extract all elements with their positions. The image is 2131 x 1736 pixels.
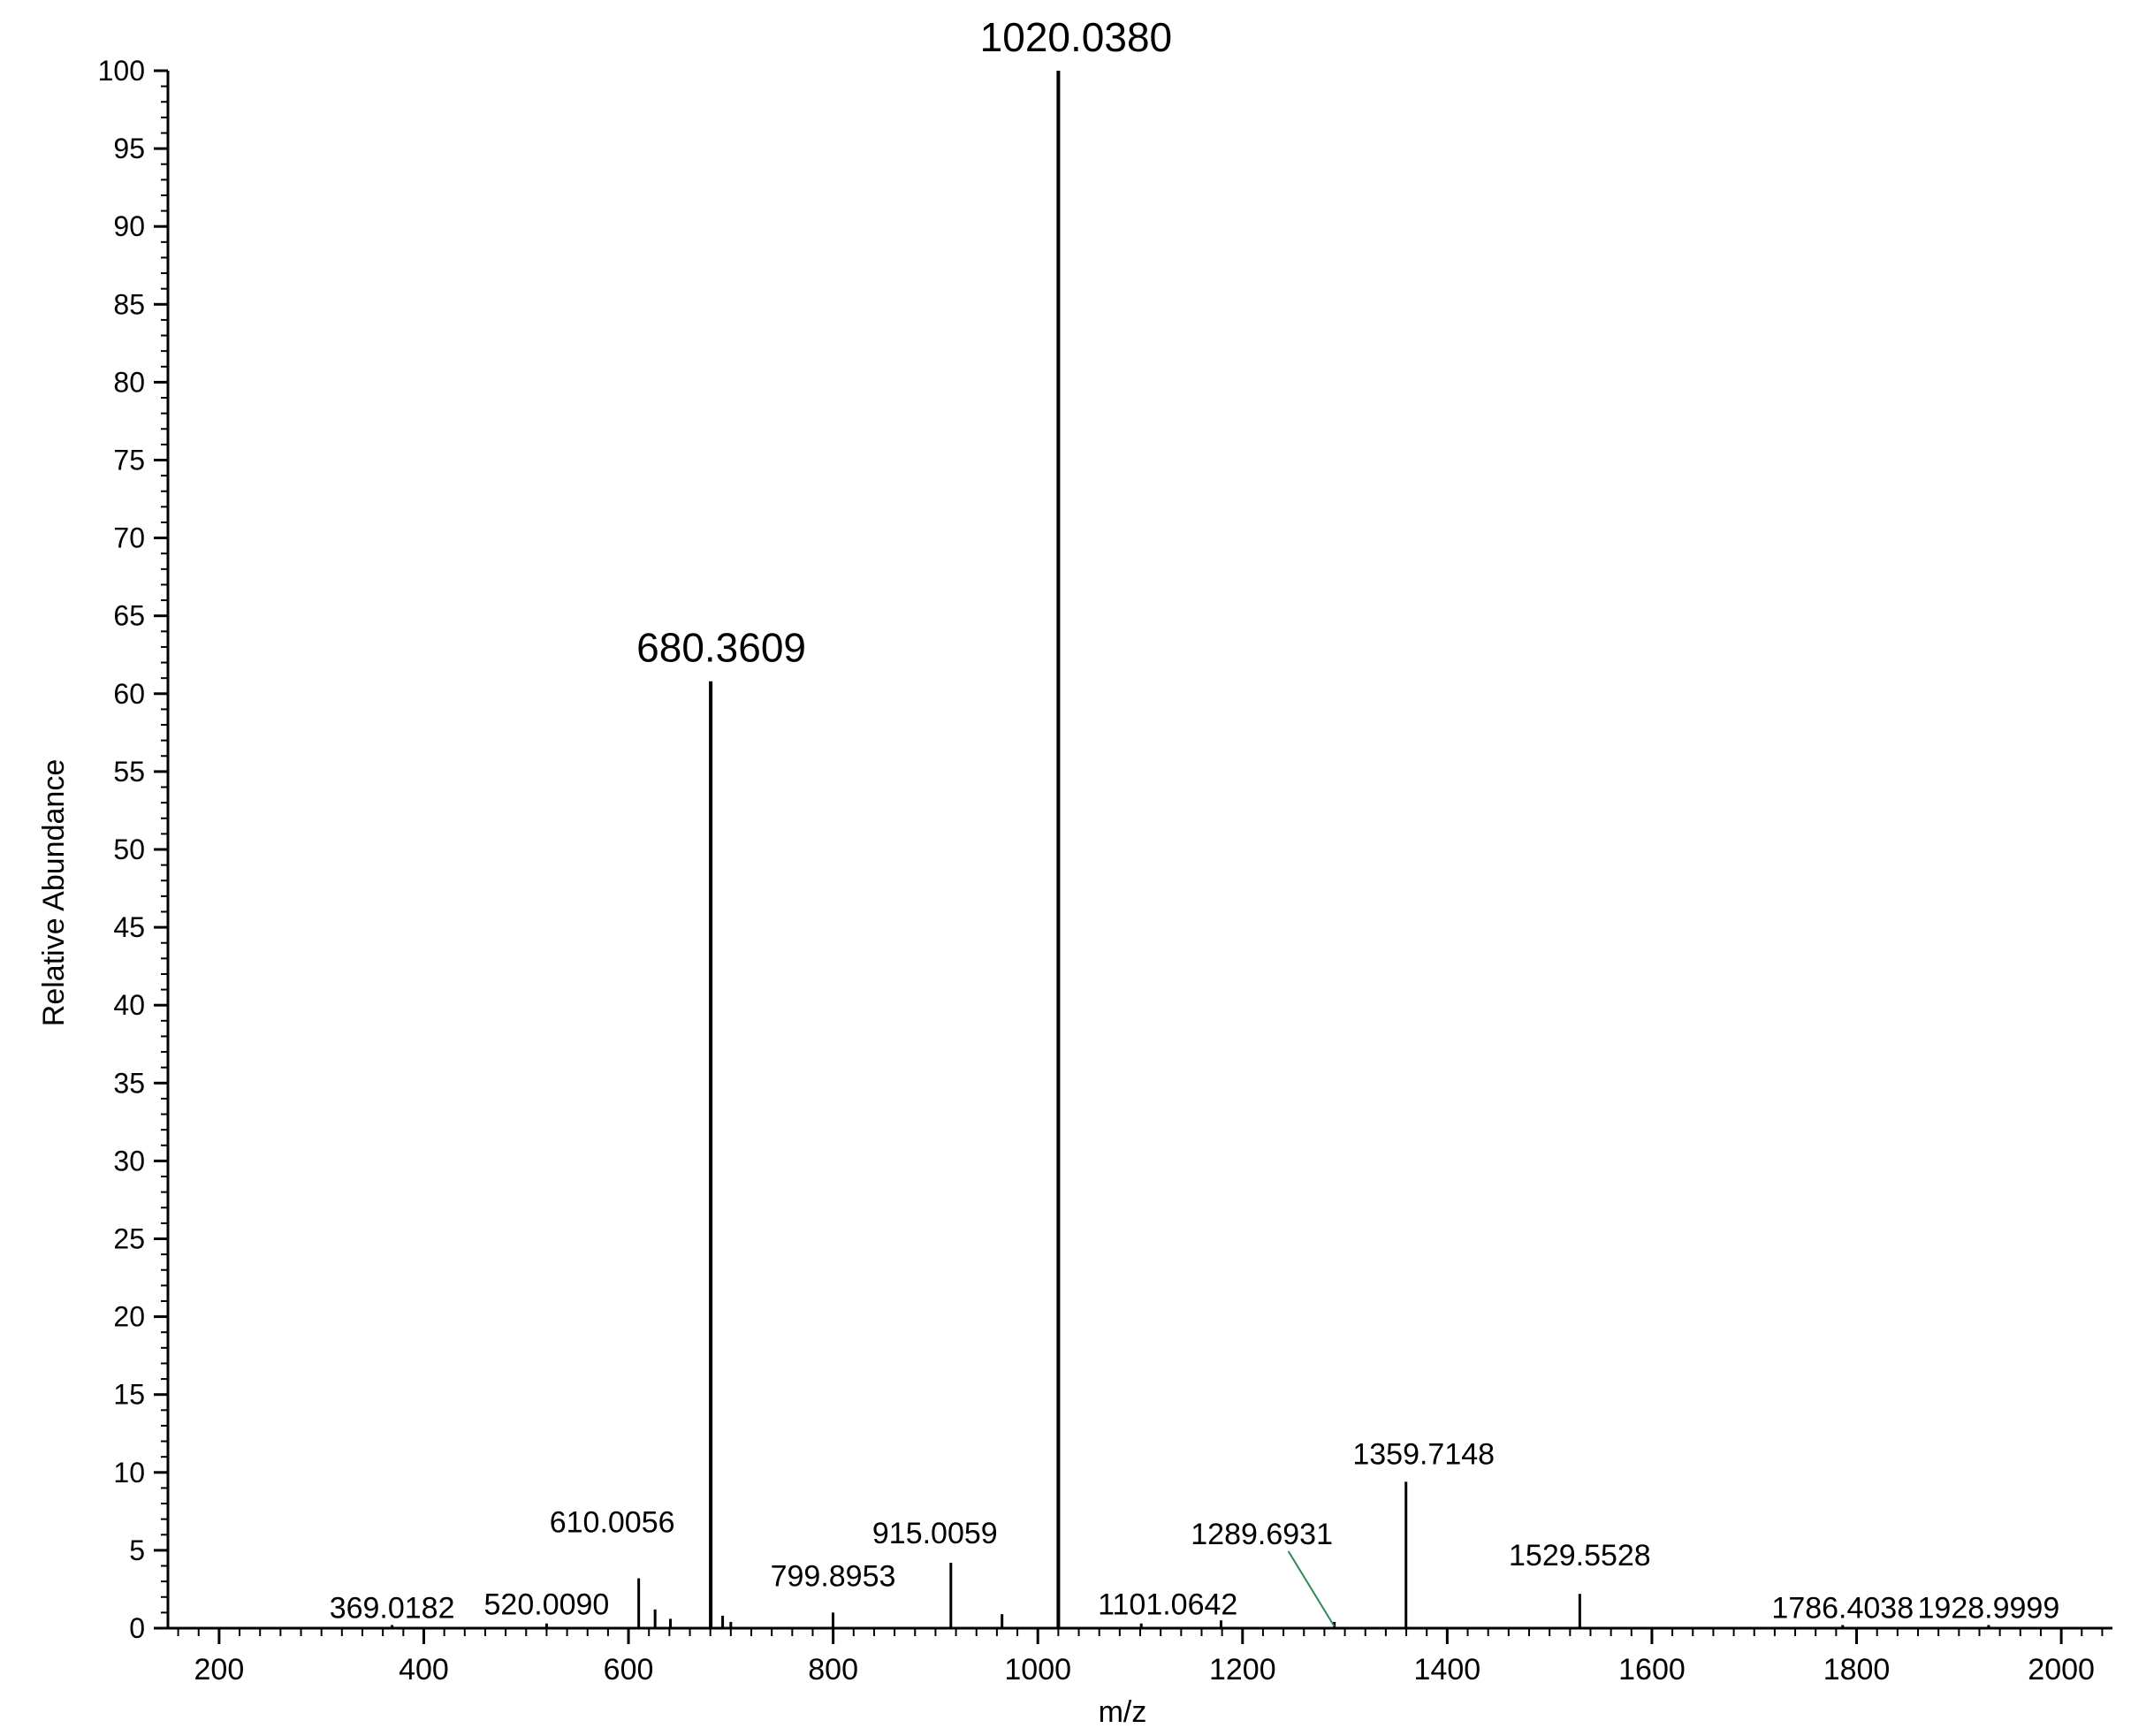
peak-label: 610.0056: [550, 1506, 675, 1540]
peak-label: 915.0059: [872, 1517, 998, 1550]
y-tick-label: 45: [113, 911, 145, 943]
peak-label: 1289.6931: [1191, 1518, 1333, 1551]
x-tick-label: 1600: [1618, 1653, 1686, 1687]
y-tick-label: 65: [113, 600, 145, 632]
peaks: [391, 71, 1990, 1628]
peak-label: 1928.9999: [1918, 1591, 2060, 1625]
y-tick-label: 5: [129, 1534, 145, 1566]
y-tick-label: 35: [113, 1067, 145, 1099]
peak-label: 1101.0642: [1098, 1588, 1237, 1622]
y-axis-title: Relative Abundance: [37, 759, 71, 1026]
y-tick-label: 85: [113, 288, 145, 320]
y-tick-label: 15: [113, 1379, 145, 1411]
y-tick-label: 90: [113, 210, 145, 242]
y-tick-label: 75: [113, 445, 145, 476]
y-tick-label: 80: [113, 366, 145, 398]
y-tick-label: 55: [113, 756, 145, 788]
x-tick-label: 1800: [1823, 1653, 1891, 1687]
label-leaders: [1287, 1550, 1336, 1627]
x-tick-label: 200: [194, 1653, 245, 1687]
x-tick-label: 1200: [1209, 1653, 1276, 1687]
peak-label: 680.3609: [636, 625, 806, 671]
y-tick-label: 70: [113, 522, 145, 554]
y-tick-label: 50: [113, 834, 145, 865]
peak-label: 1786.4038: [1771, 1591, 1914, 1625]
peak-labels: 369.0182 520.0090 610.0056 680.3609 799.8953…: [330, 14, 2060, 1625]
label-leader-line: [1287, 1550, 1336, 1627]
y-tick-label: 60: [113, 678, 145, 710]
x-axis-ticks: 200 400 600 800 1000 1200 1400 1600 1800 2000: [194, 1628, 2095, 1687]
peak-label: 1020.0380: [980, 14, 1172, 60]
y-tick-label: 95: [113, 133, 145, 164]
x-axis-title: m/z: [1099, 1695, 1147, 1729]
x-tick-label: 400: [399, 1653, 449, 1687]
y-tick-label: 30: [113, 1145, 145, 1176]
x-tick-label: 2000: [2028, 1653, 2095, 1687]
minor-ticks: [161, 85, 2104, 1636]
x-tick-label: 1400: [1414, 1653, 1481, 1687]
y-tick-label: 0: [129, 1612, 145, 1644]
peak-label: 369.0182: [330, 1591, 455, 1625]
peak-label: 1359.7148: [1352, 1437, 1495, 1471]
x-tick-label: 1000: [1004, 1653, 1071, 1687]
y-tick-label: 20: [113, 1301, 145, 1333]
y-tick-label: 10: [113, 1457, 145, 1489]
peak-label: 799.8953: [771, 1559, 896, 1593]
y-tick-label: 25: [113, 1223, 145, 1255]
y-tick-label: 100: [98, 55, 145, 87]
y-tick-label: 40: [113, 989, 145, 1021]
x-tick-label: 600: [604, 1653, 654, 1687]
x-tick-label: 800: [808, 1653, 858, 1687]
y-axis-ticks: 0 5 10 15 20 25 30 35 40 45 50 55 60 65 70 75 80 85 90 95 10…: [98, 55, 168, 1644]
peak-label: 520.0090: [484, 1588, 610, 1622]
peak-label: 1529.5528: [1509, 1539, 1651, 1572]
